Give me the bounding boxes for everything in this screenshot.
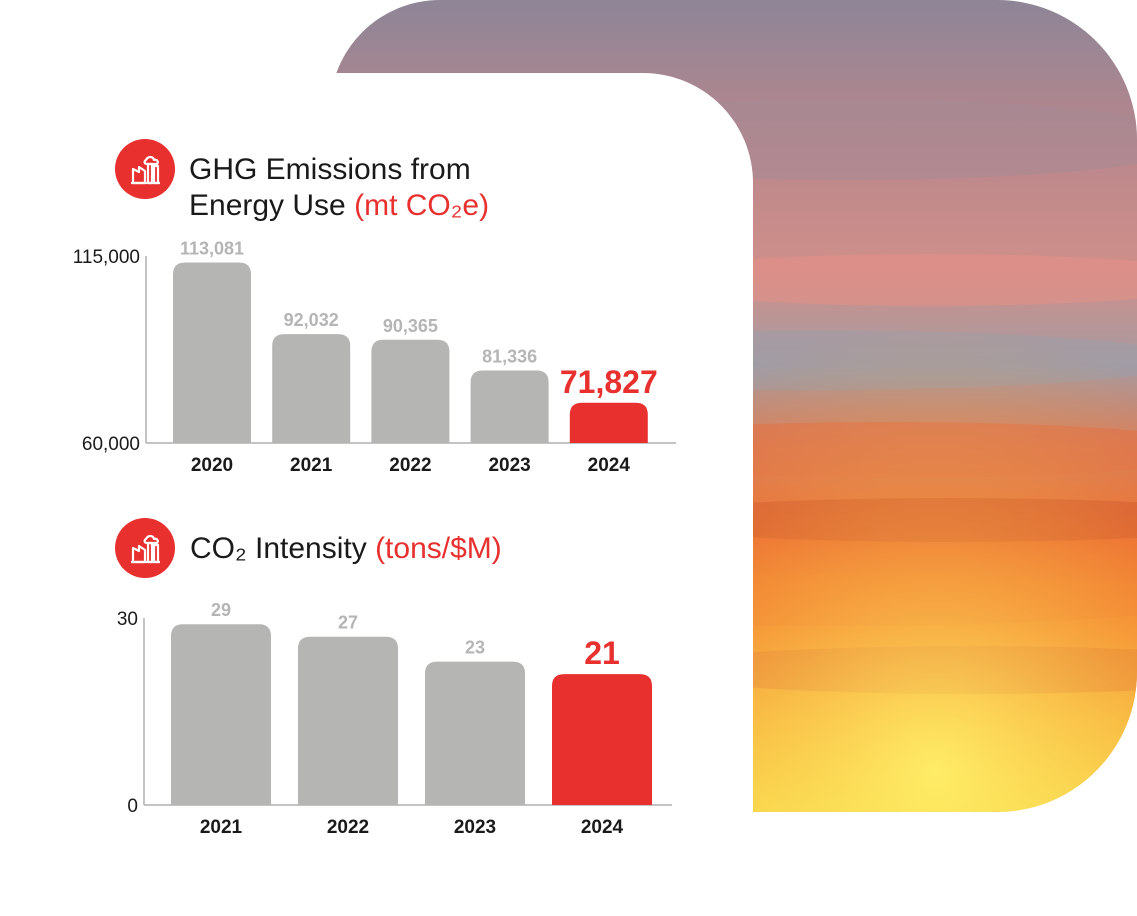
chart1-title-line1: GHG Emissions from bbox=[189, 153, 471, 186]
chart2-bar-2023 bbox=[425, 661, 525, 805]
chart2-value-label: 21 bbox=[584, 635, 620, 671]
chart1-bar-2023 bbox=[470, 370, 549, 443]
chart2-plot: 0 30 29 2021 27 2022 23 2023 21 2024 bbox=[117, 600, 672, 838]
chart2-category-label: 2021 bbox=[200, 817, 243, 838]
chart1-value-label: 92,032 bbox=[284, 310, 339, 330]
chart2-value-label: 23 bbox=[465, 638, 485, 658]
chart1-category-label: 2024 bbox=[588, 455, 631, 476]
chart2-value-label: 27 bbox=[338, 613, 358, 633]
chart2-title-main: CO₂ Intensity bbox=[190, 532, 367, 565]
chart2-title: CO₂ Intensity (tons/$M) bbox=[190, 531, 502, 567]
factory-icon bbox=[115, 518, 175, 578]
chart1-category-label: 2021 bbox=[290, 455, 333, 476]
chart1-title-unit: (mt CO₂e) bbox=[354, 189, 490, 222]
chart1-category-label: 2022 bbox=[389, 455, 431, 476]
chart1-bar-2021 bbox=[272, 334, 351, 443]
chart1-category-label: 2020 bbox=[191, 455, 233, 476]
chart2-y-tick-label: 30 bbox=[117, 609, 138, 630]
chart1-plot: 60,000 115,000 113,081 2020 92,032 2021 90,365… bbox=[73, 239, 676, 476]
chart1-y-tick-label: 115,000 bbox=[73, 247, 140, 268]
chart1-bar-2020 bbox=[173, 262, 251, 443]
chart2-bar-2021 bbox=[171, 624, 271, 805]
factory-icon bbox=[115, 139, 175, 199]
chart2-category-label: 2023 bbox=[454, 817, 496, 838]
chart1-bar-2024 bbox=[569, 402, 648, 443]
chart1-title-line2: Energy Use (mt CO₂e) bbox=[189, 188, 489, 224]
chart1-value-label: 113,081 bbox=[180, 239, 244, 259]
chart2-bar-2024 bbox=[552, 674, 652, 805]
chart1-value-label: 81,336 bbox=[482, 346, 537, 366]
chart1-y-tick-label: 60,000 bbox=[82, 434, 140, 455]
chart1-value-label: 90,365 bbox=[383, 316, 438, 336]
chart1-title-main: Energy Use bbox=[189, 189, 346, 222]
ghg-emissions-chart: GHG Emissions from Energy Use (mt CO₂e) … bbox=[0, 0, 753, 500]
co2-intensity-chart: CO₂ Intensity (tons/$M) 0 30 29 2021 27 2022 2… bbox=[115, 518, 672, 838]
chart2-bar-2022 bbox=[298, 636, 398, 805]
chart1-value-label: 71,827 bbox=[560, 364, 658, 400]
chart1-title: GHG Emissions from Energy Use (mt CO₂e) bbox=[189, 152, 489, 224]
chart2-category-label: 2024 bbox=[581, 817, 624, 838]
chart2-category-label: 2022 bbox=[327, 817, 369, 838]
chart2-title-unit: (tons/$M) bbox=[375, 532, 502, 565]
chart2-y-tick-label: 0 bbox=[127, 796, 138, 817]
chart1-bar-2022 bbox=[371, 339, 450, 443]
chart1-category-label: 2023 bbox=[488, 455, 530, 476]
chart2-value-label: 29 bbox=[211, 600, 231, 620]
